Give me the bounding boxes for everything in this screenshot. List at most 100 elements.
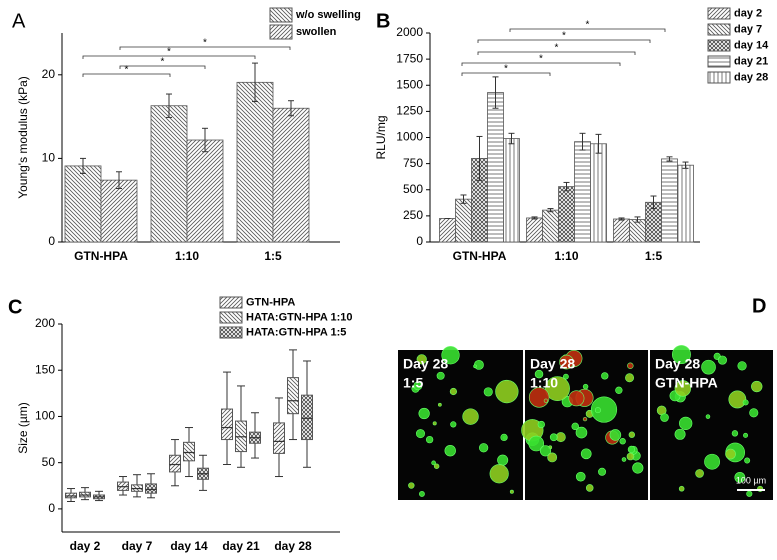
microsphere bbox=[559, 354, 574, 370]
microsphere bbox=[418, 407, 430, 420]
error-bar bbox=[460, 194, 467, 204]
panel-label: C bbox=[8, 296, 22, 318]
y-tick-label: 0 bbox=[48, 501, 55, 515]
significance-label: * bbox=[586, 20, 590, 31]
error-bar bbox=[682, 161, 689, 169]
error-bar bbox=[116, 171, 122, 189]
microsphere bbox=[704, 453, 720, 470]
legend-label: day 7 bbox=[734, 23, 762, 35]
microsphere bbox=[449, 387, 458, 396]
legend-label: GTN-HPA bbox=[246, 296, 295, 308]
panel-label: B bbox=[376, 10, 390, 32]
microsphere bbox=[674, 428, 686, 440]
microsphere bbox=[408, 482, 415, 489]
bar bbox=[236, 81, 274, 243]
microsphere bbox=[416, 354, 427, 365]
x-tick-label: 1:10 bbox=[175, 249, 199, 263]
x-tick-label: day 21 bbox=[222, 539, 260, 553]
microsphere bbox=[660, 413, 669, 422]
microsphere bbox=[495, 379, 519, 404]
legend-swatch bbox=[269, 24, 293, 40]
significance-bracket bbox=[509, 28, 666, 32]
legend-label: day 14 bbox=[734, 39, 769, 51]
microsphere bbox=[547, 452, 558, 463]
microsphere bbox=[601, 372, 609, 380]
significance-label: * bbox=[504, 64, 508, 75]
y-axis-title: Young's modulus (kPa) bbox=[16, 76, 30, 199]
y-tick-label: 200 bbox=[35, 316, 55, 330]
y-tick-label: 250 bbox=[403, 208, 423, 222]
microsphere bbox=[425, 435, 434, 444]
microsphere bbox=[632, 462, 644, 474]
significance-label: * bbox=[203, 38, 207, 49]
caption: 1:5 bbox=[403, 375, 423, 391]
microsphere bbox=[626, 452, 635, 461]
microsphere bbox=[695, 469, 704, 478]
bar bbox=[629, 219, 646, 243]
box bbox=[287, 377, 299, 415]
bar bbox=[661, 158, 678, 243]
significance-bracket bbox=[461, 72, 551, 76]
error-bar bbox=[666, 156, 673, 162]
microsphere bbox=[500, 433, 508, 442]
legend-label: w/o swelling bbox=[295, 9, 361, 21]
microsphere bbox=[743, 432, 749, 438]
microsphere bbox=[598, 467, 607, 476]
error-bar bbox=[547, 208, 554, 213]
microsphere bbox=[628, 431, 636, 438]
microsphere bbox=[431, 460, 436, 466]
bar bbox=[455, 198, 472, 243]
legend-label: day 28 bbox=[734, 71, 768, 83]
microsphere bbox=[744, 457, 751, 464]
microsphere bbox=[462, 408, 479, 425]
microsphere bbox=[473, 364, 477, 369]
microsphere bbox=[534, 369, 544, 379]
bar bbox=[186, 139, 224, 243]
box bbox=[273, 422, 285, 454]
y-tick-label: 750 bbox=[403, 156, 423, 170]
microsphere bbox=[545, 376, 570, 402]
microsphere bbox=[731, 430, 739, 437]
error-bar bbox=[80, 157, 86, 174]
bar bbox=[574, 141, 591, 243]
microsphere bbox=[437, 402, 442, 407]
microsphere bbox=[728, 390, 747, 409]
y-tick-label: 2000 bbox=[396, 25, 423, 39]
microsphere bbox=[563, 373, 569, 380]
y-tick-label: 0 bbox=[48, 234, 55, 248]
microsphere bbox=[528, 435, 545, 452]
micrograph-frame bbox=[521, 349, 648, 500]
significance-label: * bbox=[562, 31, 566, 42]
microsphere bbox=[749, 408, 759, 418]
panel-label: D bbox=[752, 295, 766, 317]
microsphere bbox=[615, 386, 623, 394]
bar bbox=[487, 92, 504, 243]
legend-swatch bbox=[707, 71, 731, 84]
microsphere bbox=[537, 420, 545, 429]
microsphere bbox=[580, 448, 592, 460]
caption: 1:10 bbox=[530, 375, 558, 391]
error-bar bbox=[579, 132, 586, 151]
error-bar bbox=[288, 100, 294, 117]
significance-label: * bbox=[125, 65, 129, 76]
microsphere bbox=[627, 362, 634, 370]
bar bbox=[272, 107, 310, 243]
microsphere bbox=[436, 371, 445, 380]
caption: GTN-HPA bbox=[655, 375, 718, 391]
bar bbox=[503, 138, 520, 243]
microsphere bbox=[671, 345, 691, 364]
legend-swatch bbox=[707, 55, 731, 68]
y-axis-title: RLU/mg bbox=[374, 115, 388, 159]
error-bar bbox=[202, 127, 208, 153]
microsphere bbox=[746, 490, 753, 497]
bar bbox=[64, 165, 102, 243]
microsphere bbox=[619, 438, 626, 445]
microsphere bbox=[543, 398, 549, 403]
microsphere bbox=[742, 399, 749, 406]
panel-label: A bbox=[12, 10, 26, 32]
box bbox=[145, 483, 157, 494]
legend-swatch bbox=[269, 7, 293, 23]
microsphere bbox=[479, 443, 489, 453]
legend-swatch bbox=[707, 39, 731, 52]
error-bar bbox=[563, 181, 570, 192]
